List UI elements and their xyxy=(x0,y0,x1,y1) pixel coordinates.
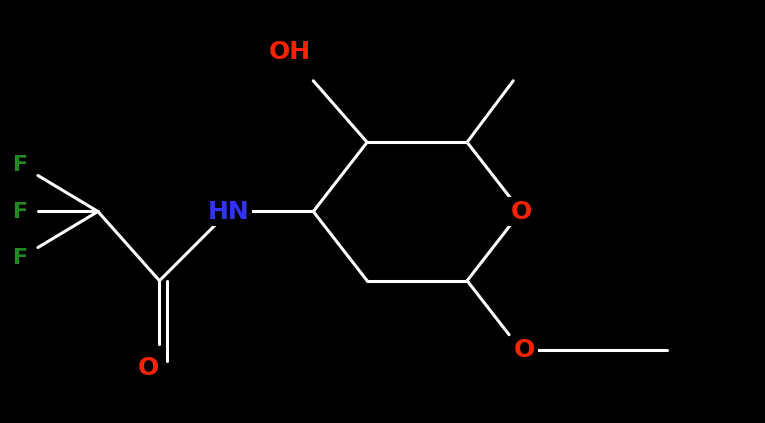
Text: O: O xyxy=(514,338,536,362)
Text: HN: HN xyxy=(208,200,249,223)
Text: F: F xyxy=(14,155,28,176)
Text: F: F xyxy=(14,201,28,222)
Text: OH: OH xyxy=(269,40,311,64)
Text: O: O xyxy=(137,356,158,379)
Text: O: O xyxy=(510,200,532,223)
Text: F: F xyxy=(14,247,28,268)
